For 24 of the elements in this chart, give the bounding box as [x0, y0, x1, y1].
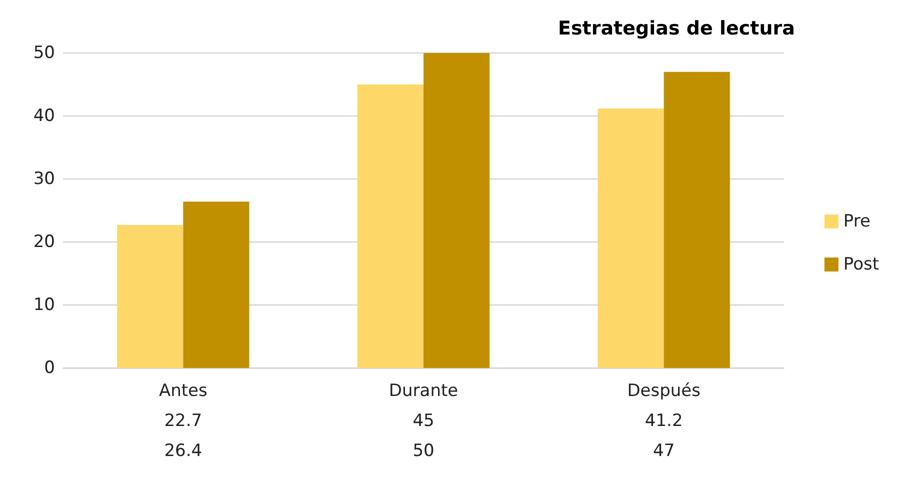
- bar: [117, 224, 184, 368]
- data-label: 50: [412, 441, 434, 461]
- data-label: 45: [412, 411, 434, 431]
- y-tick-label: 30: [33, 169, 55, 189]
- bar: [183, 202, 250, 368]
- y-tick-label: 50: [33, 43, 55, 63]
- bar: [598, 108, 664, 368]
- y-tick-label: 0: [44, 358, 55, 378]
- bar: [664, 72, 730, 368]
- legend-label: Post: [843, 254, 880, 274]
- chart-title: Estrategias de lectura: [558, 18, 795, 40]
- data-label: 47: [653, 441, 675, 461]
- bar: [357, 84, 424, 368]
- y-tick-label: 20: [33, 232, 55, 252]
- x-tick-label: Antes: [158, 381, 208, 401]
- legend-label: Pre: [843, 212, 870, 232]
- x-tick-label: Después: [627, 381, 701, 401]
- y-tick-label: 40: [33, 106, 55, 126]
- data-label: 41.2: [644, 411, 683, 431]
- data-label: 22.7: [164, 411, 202, 431]
- data-label: 26.4: [164, 441, 202, 461]
- x-tick-label: Durante: [388, 381, 458, 401]
- bar: [424, 53, 490, 368]
- y-tick-label: 10: [33, 295, 55, 315]
